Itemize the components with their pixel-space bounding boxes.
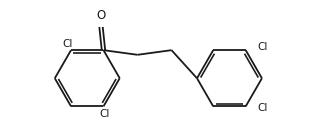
Text: Cl: Cl <box>258 103 268 113</box>
Text: Cl: Cl <box>63 39 73 49</box>
Text: O: O <box>96 9 106 22</box>
Text: Cl: Cl <box>100 109 110 119</box>
Text: Cl: Cl <box>258 42 268 52</box>
